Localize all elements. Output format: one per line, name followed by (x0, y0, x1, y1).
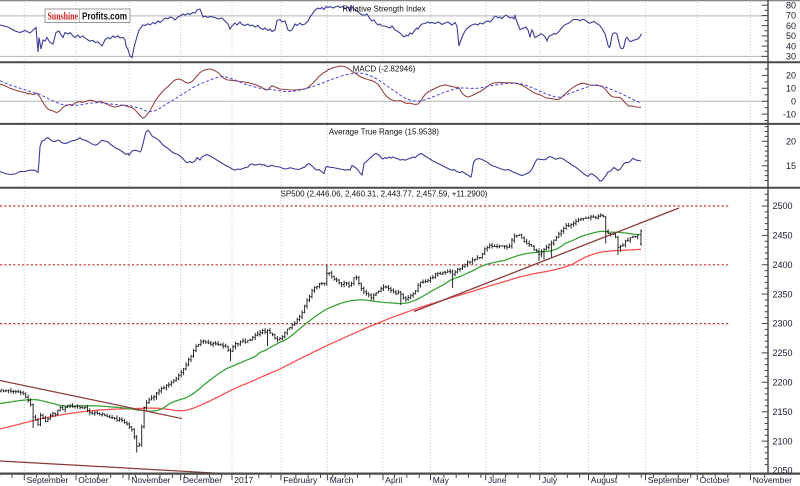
svg-text:40: 40 (786, 41, 796, 51)
svg-text:October: October (78, 475, 108, 485)
svg-text:2300: 2300 (772, 319, 792, 329)
svg-text:December: December (183, 475, 222, 485)
svg-text:May: May (433, 475, 450, 485)
svg-text:September: September (27, 475, 69, 485)
svg-text:Average True Range (15.9538): Average True Range (15.9538) (329, 128, 439, 137)
svg-text:80: 80 (786, 0, 796, 10)
svg-text:June: June (488, 475, 507, 485)
svg-text:November: November (753, 475, 792, 485)
svg-text:SP500 (2,446.06, 2,460.31, 2,4: SP500 (2,446.06, 2,460.31, 2,443.77, 2,4… (281, 190, 488, 199)
svg-text:2150: 2150 (772, 407, 792, 417)
svg-text:10: 10 (786, 84, 796, 94)
svg-text:2100: 2100 (772, 436, 792, 446)
svg-text:2400: 2400 (772, 260, 792, 270)
svg-text:50: 50 (786, 31, 796, 41)
svg-text:2017: 2017 (234, 475, 253, 485)
svg-text:November: November (131, 475, 170, 485)
svg-text:2350: 2350 (772, 289, 792, 299)
svg-text:March: March (330, 475, 354, 485)
svg-text:September: September (648, 475, 690, 485)
svg-text:2450: 2450 (772, 231, 792, 241)
svg-text:February: February (283, 475, 318, 485)
svg-text:70: 70 (786, 11, 796, 21)
svg-text:April: April (385, 475, 402, 485)
svg-text:MACD (-2.82946): MACD (-2.82946) (353, 65, 416, 74)
svg-text:July: July (542, 475, 558, 485)
svg-text:October: October (700, 475, 730, 485)
svg-text:Profits.com: Profits.com (82, 11, 127, 22)
svg-text:15: 15 (786, 161, 796, 171)
svg-text:2500: 2500 (772, 201, 792, 211)
svg-text:2200: 2200 (772, 378, 792, 388)
svg-text:August: August (591, 475, 618, 485)
svg-text:20: 20 (786, 71, 796, 81)
svg-text:Relative Strength Index: Relative Strength Index (342, 5, 425, 14)
svg-text:-10: -10 (783, 109, 796, 119)
svg-text:30: 30 (786, 52, 796, 62)
svg-text:20: 20 (786, 137, 796, 147)
svg-text:2050: 2050 (772, 466, 792, 476)
svg-text:2250: 2250 (772, 348, 792, 358)
svg-text:0: 0 (791, 96, 796, 106)
svg-text:Sunshine: Sunshine (48, 11, 79, 22)
svg-text:60: 60 (786, 21, 796, 31)
